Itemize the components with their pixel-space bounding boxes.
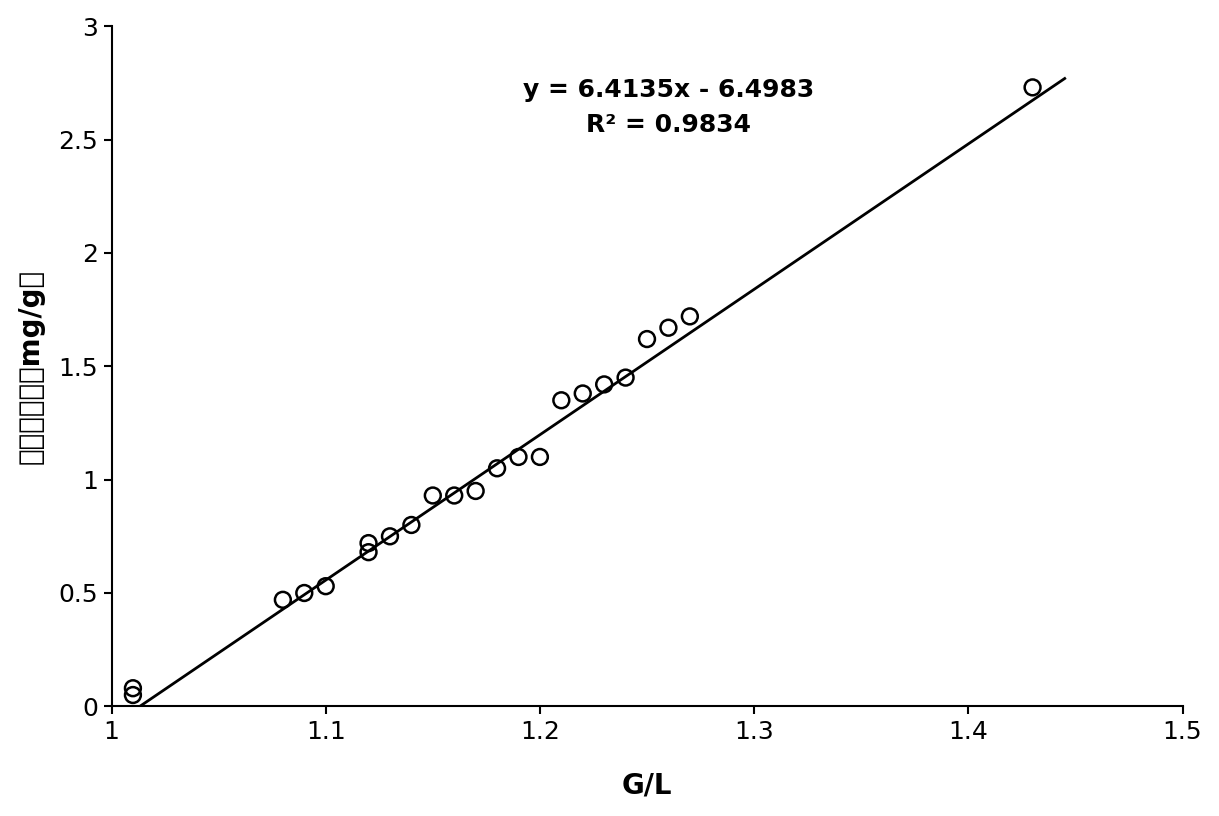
- Point: [638, 333, 657, 346]
- Point: [123, 689, 143, 702]
- X-axis label: G/L: G/L: [622, 771, 672, 800]
- Point: [295, 587, 315, 600]
- Point: [423, 489, 442, 502]
- Point: [530, 450, 550, 463]
- Point: [380, 530, 400, 543]
- Point: [316, 579, 335, 592]
- Y-axis label: 叶绻素含量（mg/g）: 叶绻素含量（mg/g）: [17, 268, 45, 463]
- Point: [595, 378, 614, 391]
- Point: [401, 518, 421, 531]
- Point: [445, 489, 464, 502]
- Point: [616, 371, 635, 384]
- Point: [273, 593, 293, 606]
- Point: [358, 546, 378, 559]
- Point: [551, 394, 570, 407]
- Point: [573, 387, 592, 400]
- Text: y = 6.4135x - 6.4983
R² = 0.9834: y = 6.4135x - 6.4983 R² = 0.9834: [523, 78, 814, 137]
- Point: [466, 485, 485, 498]
- Point: [123, 681, 143, 694]
- Point: [488, 462, 507, 475]
- Point: [1023, 81, 1042, 94]
- Point: [680, 310, 700, 323]
- Point: [508, 450, 528, 463]
- Point: [658, 322, 678, 335]
- Point: [358, 537, 378, 550]
